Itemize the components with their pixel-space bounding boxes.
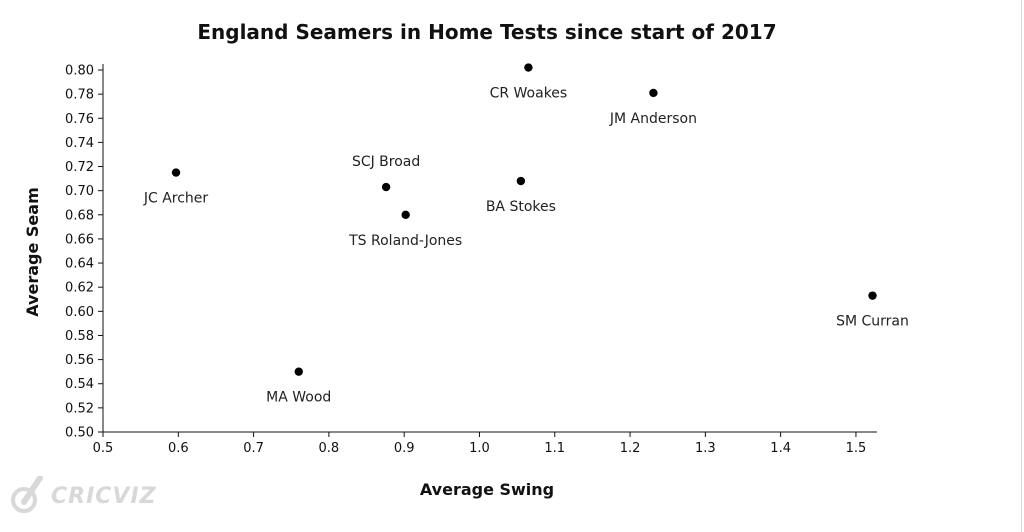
- data-point-label: JC Archer: [143, 191, 209, 207]
- y-tick-label: 0.78: [65, 88, 94, 103]
- x-tick-label: 1.5: [846, 441, 867, 456]
- x-tick-label: 1.1: [544, 441, 565, 456]
- y-tick-label: 0.76: [65, 112, 94, 127]
- data-point: [294, 367, 303, 376]
- data-point-label: SCJ Broad: [352, 154, 420, 170]
- data-point-group: SM Curran: [836, 291, 909, 330]
- data-point-group: TS Roland-Jones: [348, 210, 462, 249]
- y-tick-label: 0.66: [65, 232, 94, 247]
- data-point-group: JM Anderson: [609, 88, 697, 127]
- frame-edge-rule: [1021, 0, 1022, 532]
- data-point-label: TS Roland-Jones: [348, 233, 462, 249]
- y-axis-title: Average Seam: [23, 187, 42, 317]
- data-point-label: MA Wood: [266, 390, 331, 406]
- data-point-label: BA Stokes: [486, 199, 556, 215]
- x-tick-label: 0.8: [319, 441, 340, 456]
- data-point: [401, 210, 410, 219]
- data-point-label: SM Curran: [836, 314, 909, 330]
- cricviz-logo: CRICVIZ: [10, 476, 157, 516]
- data-point: [171, 168, 181, 177]
- y-tick-label: 0.52: [65, 401, 94, 416]
- x-tick-label: 0.5: [93, 441, 114, 456]
- cricket-ball-bat-icon: [11, 476, 43, 513]
- y-tick-label: 0.62: [65, 281, 94, 296]
- data-point-group: JC Archer: [143, 168, 209, 207]
- x-axis-title: Average Swing: [420, 480, 554, 499]
- axes: [102, 64, 877, 433]
- data-point-group: CR Woakes: [490, 63, 568, 102]
- y-tick-label: 0.60: [65, 305, 94, 320]
- data-point: [516, 176, 526, 186]
- data-point-group: SCJ Broad: [352, 154, 420, 192]
- data-point: [381, 182, 391, 192]
- data-point-group: MA Wood: [266, 367, 331, 406]
- y-tick-label: 0.58: [65, 329, 94, 344]
- y-tick-label: 0.68: [65, 208, 94, 223]
- y-tick-label: 0.56: [65, 353, 94, 368]
- data-point: [524, 63, 533, 72]
- data-point-label: JM Anderson: [609, 111, 697, 127]
- logo-text: CRICVIZ: [51, 483, 157, 509]
- chart-title: England Seamers in Home Tests since star…: [197, 20, 776, 44]
- y-tick-label: 0.64: [65, 257, 94, 272]
- y-tick-label: 0.80: [65, 64, 94, 79]
- x-tick-label: 1.0: [469, 441, 490, 456]
- data-point-label: CR Woakes: [490, 86, 568, 102]
- y-tick-label: 0.54: [65, 377, 94, 392]
- x-tick-label: 0.7: [243, 441, 264, 456]
- y-tick-label: 0.50: [65, 426, 94, 441]
- data-point: [649, 88, 658, 98]
- y-tick-label: 0.72: [65, 160, 94, 175]
- x-tick-label: 1.2: [620, 441, 641, 456]
- data-point-group: BA Stokes: [486, 176, 556, 215]
- y-tick-label: 0.74: [65, 136, 94, 151]
- x-tick-label: 0.6: [168, 441, 189, 456]
- data-point: [868, 291, 877, 300]
- data-points: CR Woakes JM Anderson JC Archer SCJ Broad BA…: [143, 63, 909, 406]
- y-tick-label: 0.70: [65, 184, 94, 199]
- x-tick-label: 1.4: [770, 441, 791, 456]
- tick-labels: 0.5 0.6 0.7 0.8 0.9 1.0 1.1 1.2 1.3 1.4 1.5 0.50 0.5…: [65, 64, 866, 457]
- x-tick-label: 0.9: [394, 441, 415, 456]
- x-tick-label: 1.3: [695, 441, 716, 456]
